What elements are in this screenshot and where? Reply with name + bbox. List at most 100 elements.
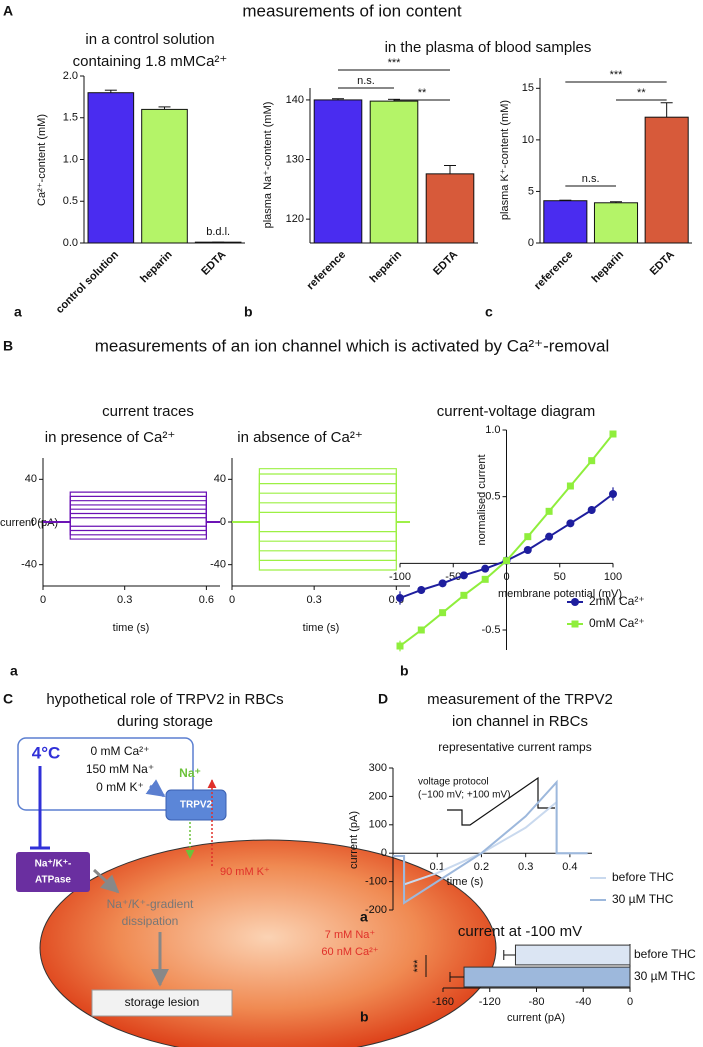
y-tick-label: 15 xyxy=(522,82,534,94)
trace xyxy=(43,517,220,523)
y-tick-label: 100 xyxy=(369,819,387,831)
line xyxy=(393,779,588,905)
annotation: b.d.l. xyxy=(206,226,230,238)
channel: TRPV2 xyxy=(180,800,213,811)
x-tick-label: -80 xyxy=(529,996,545,1008)
marker xyxy=(459,571,468,580)
panel-label: a xyxy=(14,304,22,320)
panel-label: a xyxy=(360,909,368,925)
significance-label: ** xyxy=(418,87,427,99)
marker xyxy=(396,642,404,650)
bar xyxy=(463,966,631,988)
x-tick-label: 0.3 xyxy=(117,594,132,606)
bar xyxy=(514,944,631,966)
legend-marker xyxy=(571,598,579,606)
x-axis-label: time (s) xyxy=(113,622,150,634)
bar xyxy=(369,100,419,244)
x-tick-label: 100 xyxy=(604,571,622,583)
trace xyxy=(43,500,220,523)
category-label: heparin xyxy=(368,248,405,285)
panel-label: b xyxy=(244,304,253,320)
category-label: EDTA xyxy=(431,249,460,278)
y-axis-label: current (pA) xyxy=(348,811,360,869)
heading: measurement of the TRPV2 xyxy=(427,691,613,708)
y-tick-label: 0.0 xyxy=(63,237,78,249)
marker xyxy=(609,490,617,498)
y-tick-label: -200 xyxy=(365,904,387,916)
solution: 0 mM K⁺ xyxy=(96,780,144,794)
y-tick-label: 5 xyxy=(528,185,534,197)
chart-title: representative current ramps xyxy=(438,740,591,754)
x-axis-label: time (s) xyxy=(303,622,340,634)
trace xyxy=(232,521,410,533)
trace xyxy=(232,521,410,571)
chart-title: in a control solution xyxy=(85,31,214,48)
category-label: reference xyxy=(305,249,349,293)
marker xyxy=(439,609,447,617)
x-tick-label: 0 xyxy=(40,594,46,606)
y-tick-label: -40 xyxy=(21,559,37,571)
chart-title: in absence of Ca²⁺ xyxy=(237,429,363,446)
trace xyxy=(232,492,410,523)
heading: measurements of ion content xyxy=(242,1,462,20)
y-tick-label: 130 xyxy=(286,153,304,165)
marker xyxy=(460,591,468,599)
trace xyxy=(232,511,410,523)
diagram-title: hypothetical role of TRPV2 in RBCs xyxy=(46,691,283,708)
y-tick-label: 200 xyxy=(369,790,387,802)
panel-label: a xyxy=(10,663,18,679)
y-tick-label: -100 xyxy=(365,876,387,888)
y-tick-label: 10 xyxy=(522,134,534,146)
subheading: in the plasma of blood samples xyxy=(385,39,592,56)
efflux: 90 mM K⁺ xyxy=(220,866,270,878)
channel-box xyxy=(165,789,227,821)
bar xyxy=(593,202,639,244)
y-tick-label: 120 xyxy=(286,213,304,225)
x-tick-label: -100 xyxy=(389,571,411,583)
marker xyxy=(566,519,575,528)
diagram: hypothetical role of TRPV2 in RBCs durin… xyxy=(16,691,497,1047)
y-tick-label: 300 xyxy=(369,762,387,774)
x-tick-label: -160 xyxy=(432,996,454,1008)
category-label: EDTA xyxy=(648,249,677,278)
trace xyxy=(232,468,410,523)
legend-label: before THC xyxy=(612,870,674,884)
significance-label: n.s. xyxy=(357,75,375,87)
category-label: control solution xyxy=(54,248,121,315)
heading: ion channel in RBCs xyxy=(452,713,588,730)
x-tick-label: 0.3 xyxy=(307,594,322,606)
x-tick-label: 0 xyxy=(503,571,509,583)
legend-marker xyxy=(571,620,579,628)
y-axis-label: plasma K⁺-content (mM) xyxy=(499,100,511,220)
y-tick-label: -40 xyxy=(210,559,226,571)
trace xyxy=(43,521,220,536)
trace xyxy=(43,491,220,523)
pump-box xyxy=(16,852,90,892)
x-tick-label: 50 xyxy=(554,571,566,583)
significance-label: ** xyxy=(637,87,646,99)
marker xyxy=(417,586,426,594)
process: Na⁺/K⁺-gradient xyxy=(107,897,194,911)
bar xyxy=(87,92,135,244)
category-label: EDTA xyxy=(199,249,228,278)
outcome: storage lesion xyxy=(125,995,200,1009)
legend-label: 0mM Ca²⁺ xyxy=(589,616,645,630)
solution: 150 mM Na⁺ xyxy=(86,762,154,776)
trace xyxy=(43,521,220,527)
trace xyxy=(43,508,220,523)
marker xyxy=(503,557,510,565)
x-tick-label: 0.3 xyxy=(518,861,533,873)
significance-label: *** xyxy=(412,959,424,973)
heading: measurements of an ion channel which is … xyxy=(95,336,610,355)
arrow xyxy=(92,868,120,894)
marker xyxy=(523,546,532,554)
y-tick-label: 40 xyxy=(25,473,37,485)
y-tick-label: 1.0 xyxy=(63,153,78,165)
chart-title: current-voltage diagram xyxy=(437,403,595,420)
arrow xyxy=(145,779,166,798)
x-axis-label: membrane potential (mV) xyxy=(498,588,622,600)
category-label: 30 µM THC xyxy=(634,969,696,983)
x-tick-label: -120 xyxy=(479,996,501,1008)
x-tick-label: 0.2 xyxy=(474,861,489,873)
